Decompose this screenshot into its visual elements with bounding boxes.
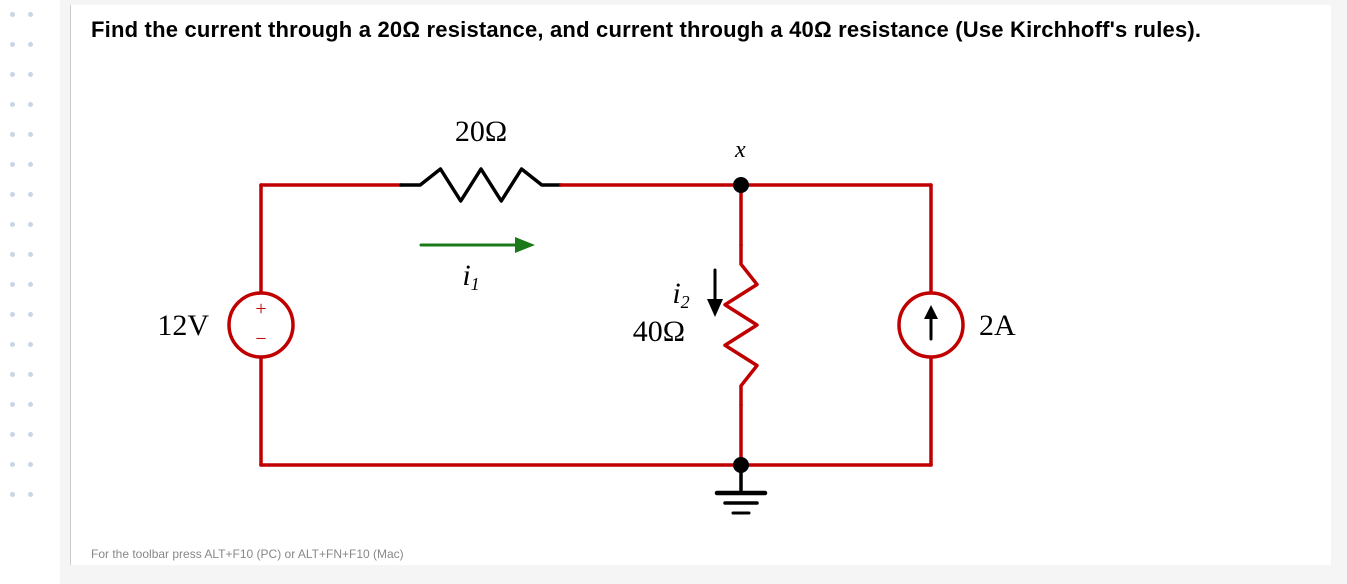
gutter-dot [28,12,33,17]
gutter-dot [10,372,15,377]
svg-text:−: − [255,328,266,350]
gutter-dot [28,252,33,257]
svg-text:i1: i1 [462,259,479,294]
gutter-dot [10,402,15,407]
gutter-dot [10,192,15,197]
gutter-dot [28,102,33,107]
gutter-dot [28,72,33,77]
gutter-dot [10,12,15,17]
gutter-dot [10,462,15,467]
gutter-dot [10,222,15,227]
content-card: Find the current through a 20Ω resistanc… [70,5,1331,565]
svg-text:20Ω: 20Ω [455,115,507,148]
gutter-dot [28,192,33,197]
gutter-dot [28,132,33,137]
gutter-dot [10,132,15,137]
gutter-dot [28,372,33,377]
circuit-diagram: + − 12V 2A x 20Ω 40Ω i1 i2 [101,85,1101,545]
gutter-dot [28,162,33,167]
gutter-dot [10,492,15,497]
editor-gutter [0,0,60,584]
gutter-dot [10,282,15,287]
gutter-dot [10,72,15,77]
svg-text:12V: 12V [157,309,209,342]
gutter-dot [10,102,15,107]
gutter-dot [28,222,33,227]
svg-text:2A: 2A [979,309,1016,342]
svg-text:i2: i2 [672,277,689,312]
gutter-dot [10,42,15,47]
gutter-dot [28,282,33,287]
toolbar-hint: For the toolbar press ALT+F10 (PC) or AL… [91,547,404,561]
svg-text:+: + [255,298,266,320]
gutter-dot [28,462,33,467]
gutter-dot [10,252,15,257]
gutter-dot [28,342,33,347]
gutter-dot [28,402,33,407]
gutter-dot [10,162,15,167]
gutter-dot [28,432,33,437]
gutter-dot [28,42,33,47]
gutter-dot [10,312,15,317]
svg-text:40Ω: 40Ω [633,315,685,348]
question-text: Find the current through a 20Ω resistanc… [91,17,1291,43]
svg-text:x: x [734,137,746,163]
gutter-dot [28,312,33,317]
gutter-dot [10,432,15,437]
page: Find the current through a 20Ω resistanc… [0,0,1347,584]
gutter-dot [28,492,33,497]
gutter-dot [10,342,15,347]
